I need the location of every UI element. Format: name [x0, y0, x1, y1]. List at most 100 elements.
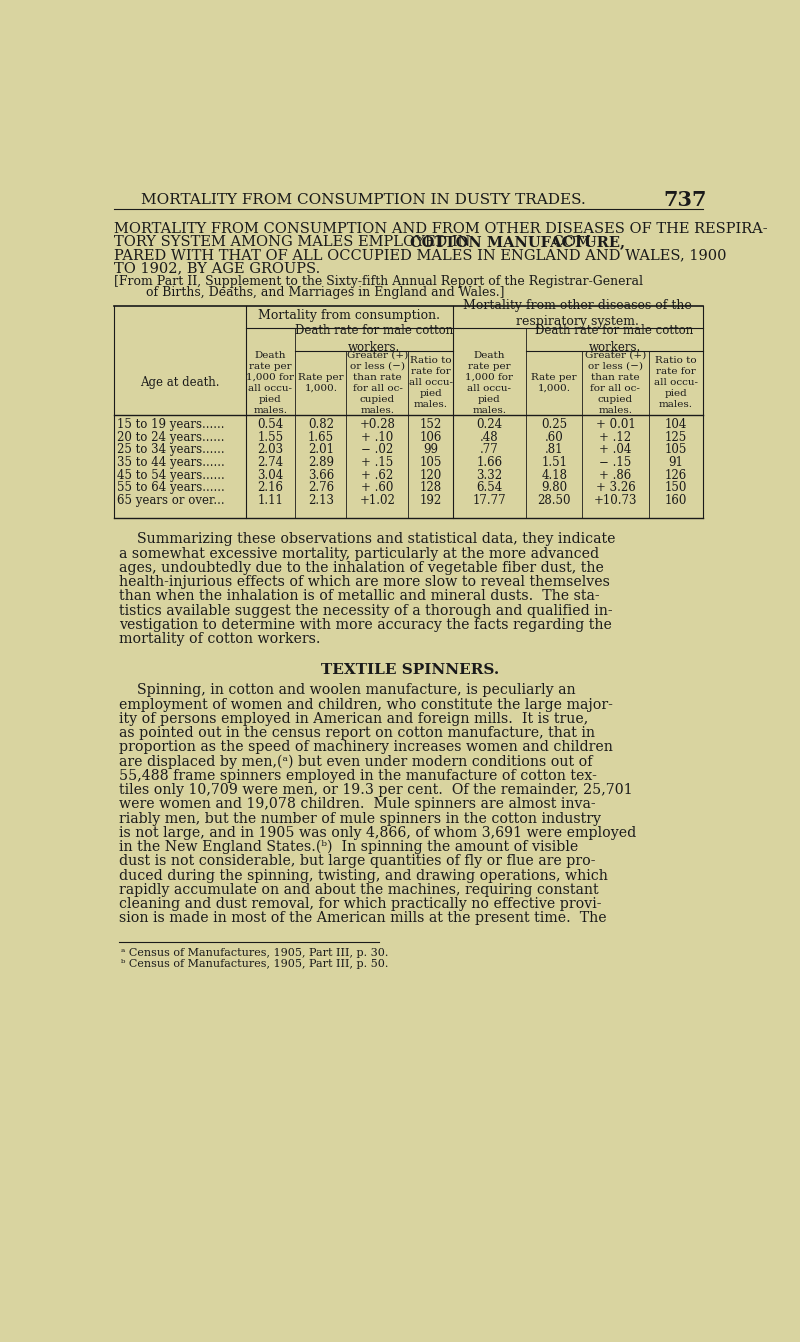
- Text: is not large, and in 1905 was only 4,866, of whom 3,691 were employed: is not large, and in 1905 was only 4,866…: [119, 825, 637, 840]
- Text: MORTALITY FROM CONSUMPTION AND FROM OTHER DISEASES OF THE RESPIRA-: MORTALITY FROM CONSUMPTION AND FROM OTHE…: [114, 221, 767, 236]
- Text: 1.55: 1.55: [258, 431, 283, 444]
- Text: 0.54: 0.54: [258, 417, 284, 431]
- Text: 1.65: 1.65: [308, 431, 334, 444]
- Text: COTTON MANUFACTURE,: COTTON MANUFACTURE,: [410, 235, 625, 248]
- Text: 17.77: 17.77: [473, 494, 506, 507]
- Text: + 3.26: + 3.26: [595, 482, 635, 494]
- Text: 2.03: 2.03: [258, 443, 283, 456]
- Text: 1.11: 1.11: [258, 494, 283, 507]
- Text: 2.76: 2.76: [308, 482, 334, 494]
- Text: a somewhat excessive mortality, particularly at the more advanced: a somewhat excessive mortality, particul…: [119, 546, 599, 561]
- Text: 20 to 24 years......: 20 to 24 years......: [117, 431, 225, 444]
- Text: Spinning, in cotton and woolen manufacture, is peculiarly an: Spinning, in cotton and woolen manufactu…: [119, 683, 576, 698]
- Text: 35 to 44 years......: 35 to 44 years......: [117, 456, 225, 468]
- Text: +0.28: +0.28: [359, 417, 395, 431]
- Text: were women and 19,078 children.  Mule spinners are almost inva-: were women and 19,078 children. Mule spi…: [119, 797, 596, 812]
- Text: .81: .81: [545, 443, 563, 456]
- Text: than when the inhalation is of metallic and mineral dusts.  The sta-: than when the inhalation is of metallic …: [119, 589, 600, 604]
- Text: Death rate for male cotton
workers.: Death rate for male cotton workers.: [295, 323, 453, 354]
- Text: 0.24: 0.24: [476, 417, 502, 431]
- Text: Rate per
1,000.: Rate per 1,000.: [298, 373, 344, 393]
- Text: 15 to 19 years......: 15 to 19 years......: [117, 417, 225, 431]
- Text: riably men, but the number of mule spinners in the cotton industry: riably men, but the number of mule spinn…: [119, 812, 602, 825]
- Text: ages, undoubtedly due to the inhalation of vegetable fiber dust, the: ages, undoubtedly due to the inhalation …: [119, 561, 604, 574]
- Text: + .12: + .12: [599, 431, 631, 444]
- Text: 2.89: 2.89: [308, 456, 334, 468]
- Text: Mortality from other diseases of the
respiratory system.: Mortality from other diseases of the res…: [463, 298, 692, 329]
- Text: 65 years or over...: 65 years or over...: [117, 494, 225, 507]
- Text: are displaced by men,(ᵃ) but even under modern conditions out of: are displaced by men,(ᵃ) but even under …: [119, 754, 593, 769]
- Text: 150: 150: [665, 482, 687, 494]
- Text: +10.73: +10.73: [594, 494, 637, 507]
- Text: of Births, Deaths, and Marriages in England and Wales.]: of Births, Deaths, and Marriages in Engl…: [114, 286, 505, 299]
- Text: 91: 91: [668, 456, 683, 468]
- Text: Death
rate per
1,000 for
all occu-
pied
males.: Death rate per 1,000 for all occu- pied …: [466, 350, 514, 415]
- Text: [From Part II, Supplement to the Sixty-fifth Annual Report of the Registrar-Gene: [From Part II, Supplement to the Sixty-f…: [114, 275, 643, 287]
- Text: 120: 120: [419, 468, 442, 482]
- Text: 128: 128: [419, 482, 442, 494]
- Text: 105: 105: [665, 443, 687, 456]
- Text: 4.18: 4.18: [541, 468, 567, 482]
- Text: ity of persons employed in American and foreign mills.  It is true,: ity of persons employed in American and …: [119, 711, 589, 726]
- Text: dust is not considerable, but large quantities of fly or flue are pro-: dust is not considerable, but large quan…: [119, 855, 596, 868]
- Text: Ratio to
rate for
all occu-
pied
males.: Ratio to rate for all occu- pied males.: [654, 356, 698, 409]
- Text: TORY SYSTEM AMONG MALES EMPLOYED IN: TORY SYSTEM AMONG MALES EMPLOYED IN: [114, 235, 475, 248]
- Text: Ratio to
rate for
all occu-
pied
males.: Ratio to rate for all occu- pied males.: [409, 356, 453, 409]
- Text: COM-: COM-: [548, 235, 596, 248]
- Text: TO 1902, BY AGE GROUPS.: TO 1902, BY AGE GROUPS.: [114, 262, 320, 275]
- Text: tiles only 10,709 were men, or 19.3 per cent.  Of the remainder, 25,701: tiles only 10,709 were men, or 19.3 per …: [119, 784, 633, 797]
- Text: − .15: − .15: [599, 456, 631, 468]
- Text: .77: .77: [480, 443, 499, 456]
- Text: MORTALITY FROM CONSUMPTION IN DUSTY TRADES.: MORTALITY FROM CONSUMPTION IN DUSTY TRAD…: [141, 192, 586, 207]
- Text: 0.82: 0.82: [308, 417, 334, 431]
- Text: 99: 99: [423, 443, 438, 456]
- Text: rapidly accumulate on and about the machines, requiring constant: rapidly accumulate on and about the mach…: [119, 883, 599, 896]
- Text: 2.74: 2.74: [258, 456, 283, 468]
- Text: duced during the spinning, twisting, and drawing operations, which: duced during the spinning, twisting, and…: [119, 868, 608, 883]
- Text: Age at death.: Age at death.: [140, 376, 219, 389]
- Text: ᵃ Census of Manufactures, 1905, Part III, p. 30.: ᵃ Census of Manufactures, 1905, Part III…: [122, 949, 389, 958]
- Text: vestigation to determine with more accuracy the facts regarding the: vestigation to determine with more accur…: [119, 617, 612, 632]
- Text: 2.01: 2.01: [308, 443, 334, 456]
- Text: PARED WITH THAT OF ALL OCCUPIED MALES IN ENGLAND AND WALES, 1900: PARED WITH THAT OF ALL OCCUPIED MALES IN…: [114, 248, 726, 262]
- Text: Death
rate per
1,000 for
all occu-
pied
males.: Death rate per 1,000 for all occu- pied …: [246, 350, 294, 415]
- Text: cleaning and dust removal, for which practically no effective provi-: cleaning and dust removal, for which pra…: [119, 896, 602, 911]
- Text: 3.32: 3.32: [476, 468, 502, 482]
- Text: TEXTILE SPINNERS.: TEXTILE SPINNERS.: [321, 663, 499, 678]
- Text: proportion as the speed of machinery increases women and children: proportion as the speed of machinery inc…: [119, 741, 614, 754]
- Text: 106: 106: [419, 431, 442, 444]
- Text: tistics available suggest the necessity of a thorough and qualified in-: tistics available suggest the necessity …: [119, 604, 613, 617]
- Text: in the New England States.(ᵇ)  In spinning the amount of visible: in the New England States.(ᵇ) In spinnin…: [119, 840, 578, 855]
- Text: 28.50: 28.50: [538, 494, 571, 507]
- Text: 55 to 64 years......: 55 to 64 years......: [117, 482, 225, 494]
- Text: 737: 737: [663, 189, 707, 209]
- Text: + .60: + .60: [362, 482, 394, 494]
- Text: 1.66: 1.66: [476, 456, 502, 468]
- Text: 160: 160: [665, 494, 687, 507]
- Text: +1.02: +1.02: [359, 494, 395, 507]
- Text: 45 to 54 years......: 45 to 54 years......: [117, 468, 225, 482]
- Text: Greater (+)
or less (−)
than rate
for all oc-
cupied
males.: Greater (+) or less (−) than rate for al…: [347, 350, 408, 415]
- Text: 2.13: 2.13: [308, 494, 334, 507]
- Text: + .10: + .10: [362, 431, 394, 444]
- Text: ᵇ Census of Manufactures, 1905, Part III, p. 50.: ᵇ Census of Manufactures, 1905, Part III…: [122, 960, 389, 969]
- Text: 152: 152: [419, 417, 442, 431]
- Text: 6.54: 6.54: [476, 482, 502, 494]
- Text: Death rate for male cotton
workers.: Death rate for male cotton workers.: [535, 323, 694, 354]
- Text: 2.16: 2.16: [258, 482, 283, 494]
- Text: 9.80: 9.80: [541, 482, 567, 494]
- Text: 104: 104: [665, 417, 687, 431]
- Text: + .86: + .86: [599, 468, 631, 482]
- Text: 3.66: 3.66: [308, 468, 334, 482]
- Text: 125: 125: [665, 431, 687, 444]
- Text: Mortality from consumption.: Mortality from consumption.: [258, 309, 440, 322]
- Text: 3.04: 3.04: [258, 468, 284, 482]
- Text: 126: 126: [665, 468, 687, 482]
- Text: 1.51: 1.51: [541, 456, 567, 468]
- Text: Rate per
1,000.: Rate per 1,000.: [531, 373, 577, 393]
- Text: mortality of cotton workers.: mortality of cotton workers.: [119, 632, 321, 647]
- Text: + 0.01: + 0.01: [595, 417, 635, 431]
- Text: + .62: + .62: [362, 468, 394, 482]
- Text: 105: 105: [419, 456, 442, 468]
- Text: employment of women and children, who constitute the large major-: employment of women and children, who co…: [119, 698, 614, 711]
